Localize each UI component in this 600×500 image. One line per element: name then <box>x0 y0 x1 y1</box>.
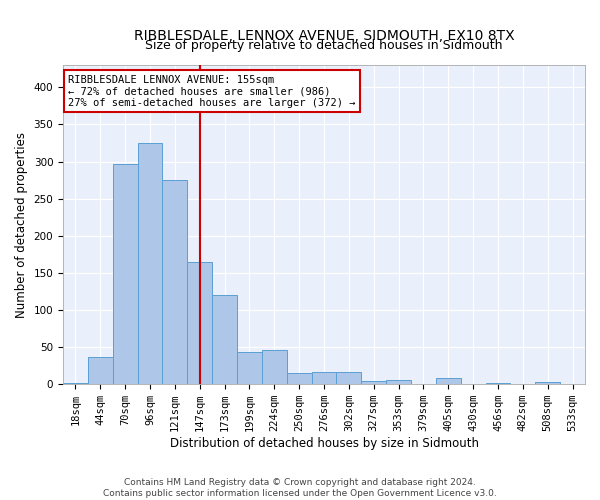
Bar <box>187 262 212 384</box>
Bar <box>485 382 511 384</box>
Bar <box>386 380 411 384</box>
Bar <box>163 180 187 384</box>
Bar <box>337 372 361 384</box>
Text: RIBBLESDALE LENNOX AVENUE: 155sqm
← 72% of detached houses are smaller (986)
27%: RIBBLESDALE LENNOX AVENUE: 155sqm ← 72% … <box>68 74 356 108</box>
Bar <box>287 373 311 384</box>
Bar <box>535 382 560 384</box>
Bar <box>137 143 163 384</box>
X-axis label: Distribution of detached houses by size in Sidmouth: Distribution of detached houses by size … <box>170 437 479 450</box>
Bar <box>361 380 386 384</box>
Bar <box>436 378 461 384</box>
Bar <box>262 350 287 384</box>
Y-axis label: Number of detached properties: Number of detached properties <box>15 132 28 318</box>
Bar <box>88 358 113 384</box>
Text: Size of property relative to detached houses in Sidmouth: Size of property relative to detached ho… <box>145 39 503 52</box>
Bar <box>311 372 337 384</box>
Bar <box>63 382 88 384</box>
Text: Contains HM Land Registry data © Crown copyright and database right 2024.
Contai: Contains HM Land Registry data © Crown c… <box>103 478 497 498</box>
Bar <box>113 164 137 384</box>
Title: RIBBLESDALE, LENNOX AVENUE, SIDMOUTH, EX10 8TX: RIBBLESDALE, LENNOX AVENUE, SIDMOUTH, EX… <box>134 29 514 43</box>
Bar <box>212 295 237 384</box>
Bar <box>237 352 262 384</box>
